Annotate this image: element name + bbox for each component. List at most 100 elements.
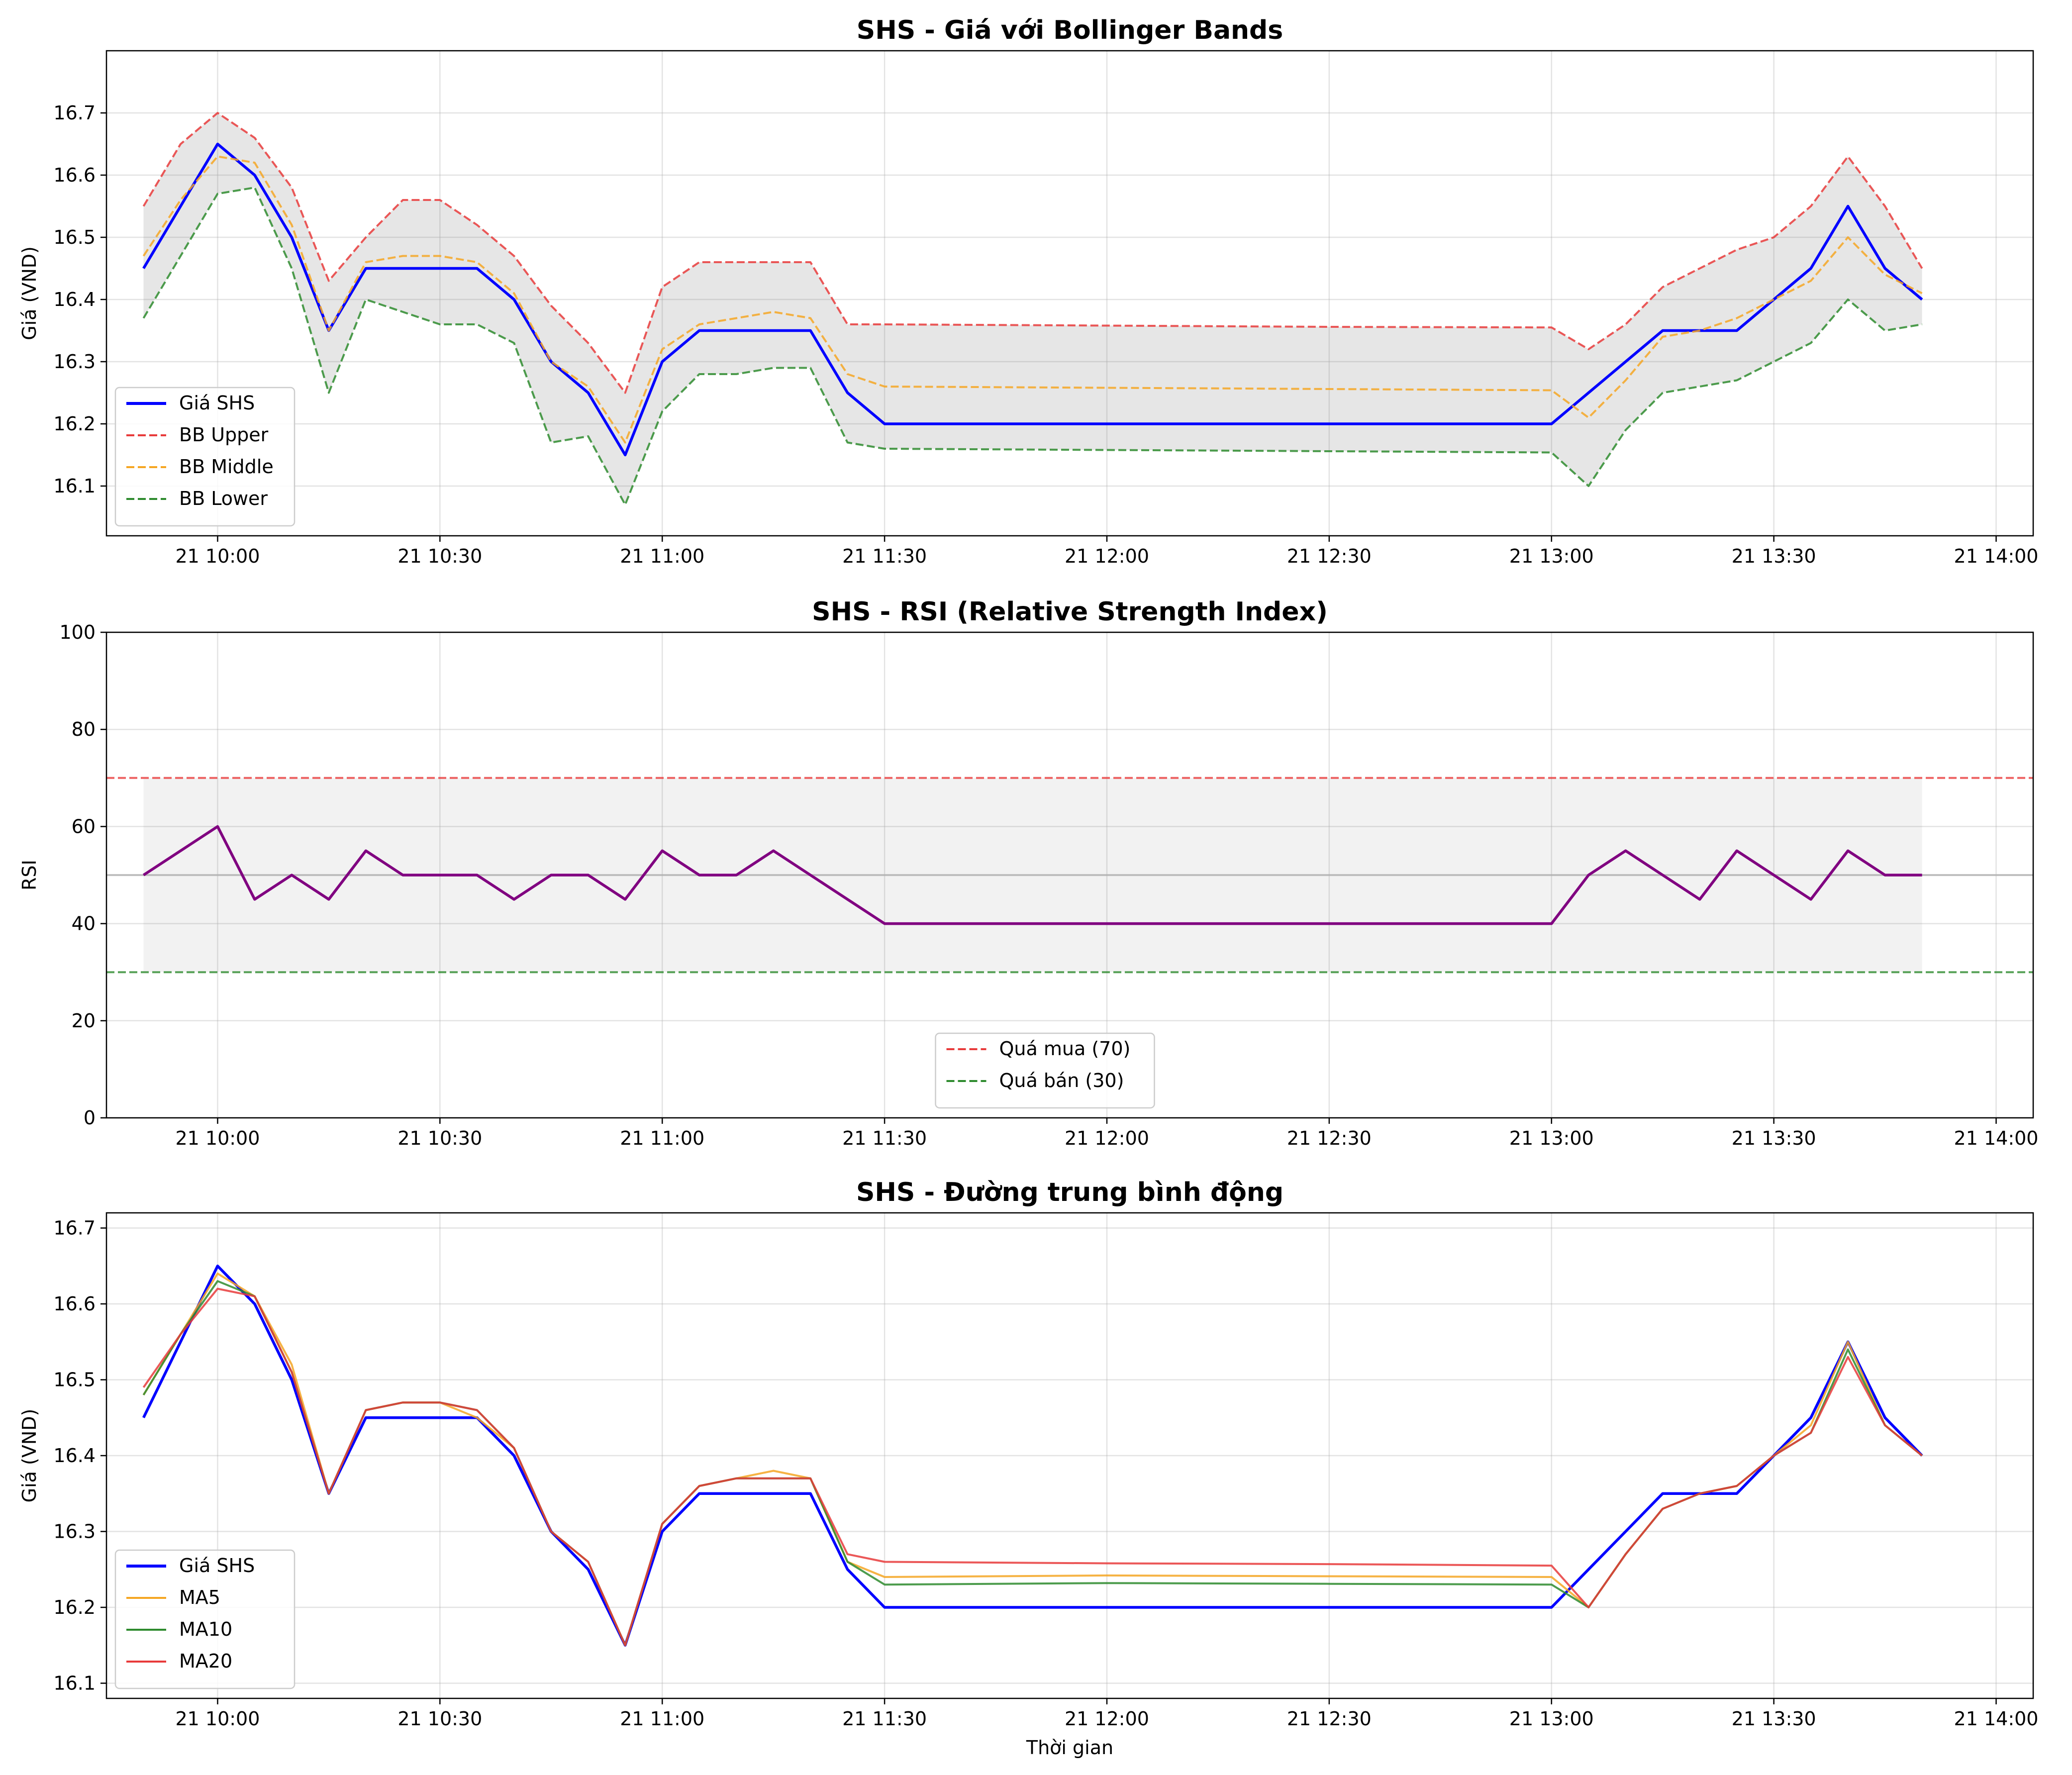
- data-point: [1884, 330, 1886, 332]
- x-tick-label: 21 11:00: [620, 1127, 704, 1149]
- data-point: [1810, 205, 1812, 207]
- data-point: [216, 143, 218, 145]
- data-point: [476, 268, 478, 270]
- y-axis-label: RSI: [18, 860, 40, 890]
- data-point: [661, 361, 663, 363]
- data-point: [773, 850, 775, 852]
- legend-label: Quá mua (70): [999, 1038, 1131, 1060]
- data-point: [1106, 325, 1108, 327]
- data-point: [884, 1583, 886, 1585]
- data-point: [216, 825, 218, 827]
- data-point: [402, 874, 404, 876]
- data-point: [513, 255, 515, 257]
- data-point: [1810, 1417, 1812, 1419]
- data-point: [809, 874, 811, 876]
- data-point: [402, 199, 404, 201]
- data-point: [1847, 236, 1849, 238]
- data-point: [1699, 330, 1701, 332]
- legend-label: BB Middle: [179, 456, 274, 478]
- data-point: [773, 1492, 775, 1494]
- data-point: [847, 898, 849, 900]
- x-tick-label: 21 13:30: [1732, 1127, 1816, 1149]
- y-tick-label: 16.3: [53, 351, 96, 373]
- data-point: [1587, 485, 1589, 487]
- data-point: [216, 1280, 218, 1282]
- y-axis-label: Giá (VND): [18, 1409, 40, 1503]
- data-point: [1551, 923, 1553, 925]
- data-point: [402, 311, 404, 313]
- data-point: [1810, 268, 1812, 270]
- chart-title: SHS - Giá với Bollinger Bands: [857, 15, 1283, 45]
- plot-area: [106, 51, 2033, 536]
- data-point: [1328, 1563, 1330, 1565]
- data-point: [1662, 330, 1664, 332]
- y-tick-label: 16.3: [53, 1521, 96, 1543]
- data-point: [1587, 392, 1589, 394]
- data-point: [773, 1470, 775, 1472]
- data-point: [698, 261, 700, 263]
- plot-frame: [105, 1212, 2034, 1699]
- x-tick-label: 21 12:00: [1065, 1708, 1149, 1730]
- data-point: [1662, 336, 1664, 338]
- data-point: [254, 174, 256, 176]
- bollinger-band-fill: [143, 113, 1922, 505]
- chart-title: SHS - RSI (Relative Strength Index): [812, 597, 1328, 627]
- data-point: [1662, 874, 1664, 876]
- data-point: [328, 392, 330, 394]
- data-point: [1847, 1356, 1849, 1358]
- data-point: [513, 342, 515, 344]
- data-point: [698, 373, 700, 375]
- x-tick-label: 21 12:00: [1065, 545, 1149, 567]
- data-point: [328, 1492, 330, 1494]
- y-tick-label: 16.1: [53, 475, 96, 497]
- x-tick-label: 21 12:30: [1287, 545, 1372, 567]
- legend-label: BB Lower: [179, 488, 268, 509]
- data-point: [1106, 449, 1108, 451]
- series-line-bb-middle: [142, 155, 1923, 444]
- data-point: [847, 1569, 849, 1571]
- data-point: [1810, 898, 1812, 900]
- x-tick-label: 21 14:00: [1954, 545, 2039, 567]
- series-line-bb-lower: [142, 187, 1922, 506]
- data-point: [1921, 293, 1923, 295]
- data-point: [1921, 1455, 1923, 1457]
- data-point: [735, 317, 737, 319]
- data-point: [328, 898, 330, 900]
- data-point: [513, 298, 515, 300]
- data-point: [1328, 1606, 1330, 1608]
- y-tick-label: 16.4: [53, 289, 96, 310]
- data-point: [698, 874, 700, 876]
- data-point: [884, 923, 886, 925]
- data-point: [402, 1417, 404, 1419]
- y-tick-label: 16.5: [53, 1369, 96, 1391]
- data-point: [291, 187, 293, 189]
- data-point: [1847, 1349, 1849, 1351]
- plot-frame: [105, 631, 2034, 1119]
- data-point: [698, 323, 700, 325]
- data-point: [143, 317, 145, 319]
- data-point: [847, 373, 849, 375]
- data-point: [143, 255, 145, 257]
- data-point: [1810, 1432, 1812, 1434]
- data-point: [1587, 874, 1589, 876]
- data-point: [1699, 386, 1701, 388]
- data-point: [1921, 298, 1923, 300]
- data-point: [884, 1561, 886, 1563]
- y-tick-label: 40: [72, 913, 96, 935]
- x-tick-label: 21 13:00: [1509, 545, 1594, 567]
- data-point: [216, 112, 218, 114]
- data-point: [1736, 1492, 1738, 1494]
- data-point: [661, 348, 663, 350]
- data-point: [513, 1455, 515, 1457]
- series-line-bb-upper: [142, 112, 1923, 394]
- data-point: [1847, 156, 1849, 158]
- data-point: [624, 454, 626, 456]
- data-point: [1328, 326, 1330, 328]
- x-tick-label: 21 10:30: [397, 545, 482, 567]
- x-tick-label: 21 11:00: [620, 545, 704, 567]
- data-point: [884, 323, 886, 325]
- data-point: [1884, 874, 1886, 876]
- y-tick-label: 16.7: [53, 1217, 96, 1239]
- data-point: [698, 1485, 700, 1487]
- data-point: [661, 286, 663, 288]
